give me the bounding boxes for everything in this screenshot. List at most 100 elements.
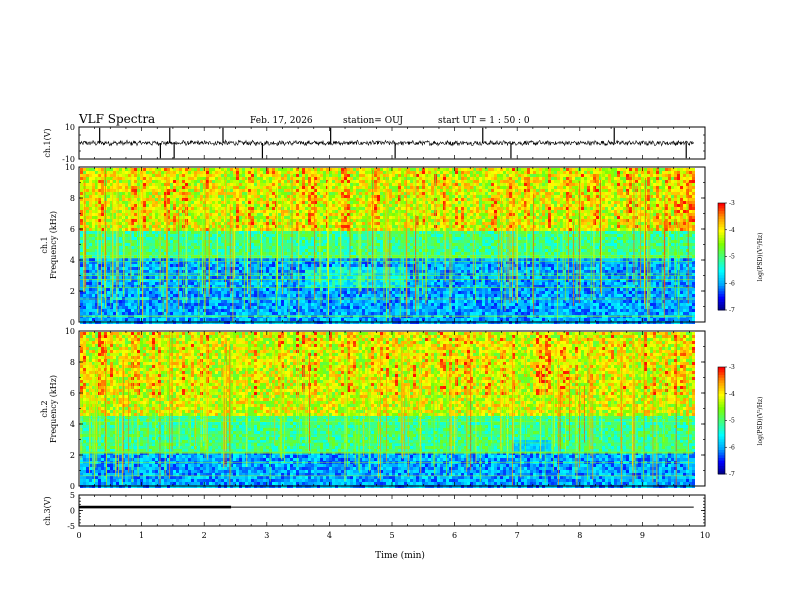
spec-cell bbox=[200, 285, 203, 288]
spec-cell bbox=[356, 207, 359, 210]
spec-cell bbox=[167, 300, 170, 303]
spec-cell bbox=[131, 222, 134, 225]
spec-cell bbox=[311, 192, 314, 195]
spec-cell bbox=[353, 216, 356, 219]
spec-cell bbox=[188, 204, 191, 207]
spec-cell bbox=[131, 303, 134, 306]
spec-cell bbox=[233, 195, 236, 198]
spec-cell bbox=[335, 291, 338, 294]
spec-cell bbox=[311, 204, 314, 207]
spec-cell bbox=[149, 168, 152, 171]
spec-cell bbox=[314, 234, 317, 237]
spec-cell bbox=[272, 174, 275, 177]
spec-cell bbox=[284, 270, 287, 273]
spec-cell bbox=[125, 180, 128, 183]
spec-cell bbox=[218, 204, 221, 207]
spec-cell bbox=[200, 171, 203, 174]
spec-cell bbox=[227, 285, 230, 288]
spec-cell bbox=[143, 171, 146, 174]
spec-cell bbox=[155, 207, 158, 210]
spec-cell bbox=[320, 180, 323, 183]
spec-cell bbox=[128, 285, 131, 288]
spec-cell bbox=[287, 300, 290, 303]
spec-cell bbox=[236, 234, 239, 237]
spec-cell bbox=[134, 189, 137, 192]
spec-cell bbox=[116, 282, 119, 285]
spec-cell bbox=[293, 228, 296, 231]
spec-cell bbox=[350, 285, 353, 288]
spec-cell bbox=[218, 213, 221, 216]
spec-cell bbox=[149, 294, 152, 297]
spec-cell bbox=[92, 192, 95, 195]
spec-cell bbox=[347, 228, 350, 231]
spec-cell bbox=[113, 201, 116, 204]
spec-cell bbox=[125, 261, 128, 264]
spec-cell bbox=[302, 234, 305, 237]
spec-cell bbox=[209, 225, 212, 228]
spec-cell bbox=[263, 168, 266, 171]
spec-cell bbox=[107, 234, 110, 237]
spec-cell bbox=[287, 294, 290, 297]
spec-cell bbox=[344, 270, 347, 273]
spec-cell bbox=[356, 195, 359, 198]
spec-cell bbox=[239, 297, 242, 300]
spec-cell bbox=[113, 225, 116, 228]
spec-cell bbox=[188, 243, 191, 246]
spec-cell bbox=[254, 249, 257, 252]
spec-cell bbox=[329, 273, 332, 276]
spec-cell bbox=[278, 258, 281, 261]
spec-cell bbox=[317, 243, 320, 246]
spec-cell bbox=[194, 285, 197, 288]
spec-cell bbox=[266, 213, 269, 216]
spec-cell bbox=[257, 168, 260, 171]
spec-cell bbox=[290, 219, 293, 222]
spec-cell bbox=[200, 189, 203, 192]
spec-cell bbox=[347, 207, 350, 210]
spec-cell bbox=[158, 306, 161, 309]
spec-cell bbox=[221, 177, 224, 180]
spec-cell bbox=[266, 267, 269, 270]
spec-cell bbox=[173, 240, 176, 243]
spec-cell bbox=[179, 282, 182, 285]
spec-cell bbox=[239, 303, 242, 306]
spec-cell bbox=[341, 222, 344, 225]
spec-cell bbox=[140, 303, 143, 306]
spec-cell bbox=[155, 264, 158, 267]
spec-cell bbox=[164, 189, 167, 192]
spec-cell bbox=[170, 210, 173, 213]
spec-cell bbox=[359, 177, 362, 180]
spec-cell bbox=[164, 252, 167, 255]
spec-cell bbox=[239, 255, 242, 258]
spec-cell bbox=[257, 222, 260, 225]
spec-cell bbox=[197, 177, 200, 180]
spec-cell bbox=[92, 267, 95, 270]
spec-cell bbox=[107, 249, 110, 252]
spec-cell bbox=[293, 177, 296, 180]
spec-cell bbox=[284, 213, 287, 216]
spec-cell bbox=[131, 207, 134, 210]
spec-cell bbox=[197, 207, 200, 210]
spec-cell bbox=[281, 171, 284, 174]
spec-cell bbox=[242, 273, 245, 276]
spec-cell bbox=[158, 240, 161, 243]
spec-cell bbox=[242, 180, 245, 183]
spec-cell bbox=[311, 228, 314, 231]
spec-cell bbox=[272, 180, 275, 183]
spec-cell bbox=[230, 177, 233, 180]
spec-cell bbox=[128, 282, 131, 285]
spec-cell bbox=[344, 243, 347, 246]
spec-cell bbox=[149, 171, 152, 174]
spec-cell bbox=[272, 297, 275, 300]
spec-cell bbox=[125, 168, 128, 171]
spec-cell bbox=[122, 312, 125, 315]
spec-cell bbox=[269, 213, 272, 216]
spec-cell bbox=[206, 225, 209, 228]
spec-cell bbox=[89, 249, 92, 252]
spec-cell bbox=[308, 300, 311, 303]
spec-cell bbox=[284, 177, 287, 180]
spec-cell bbox=[299, 249, 302, 252]
spec-cell bbox=[215, 255, 218, 258]
spec-cell bbox=[293, 288, 296, 291]
spec-cell bbox=[341, 282, 344, 285]
spec-cell bbox=[116, 252, 119, 255]
